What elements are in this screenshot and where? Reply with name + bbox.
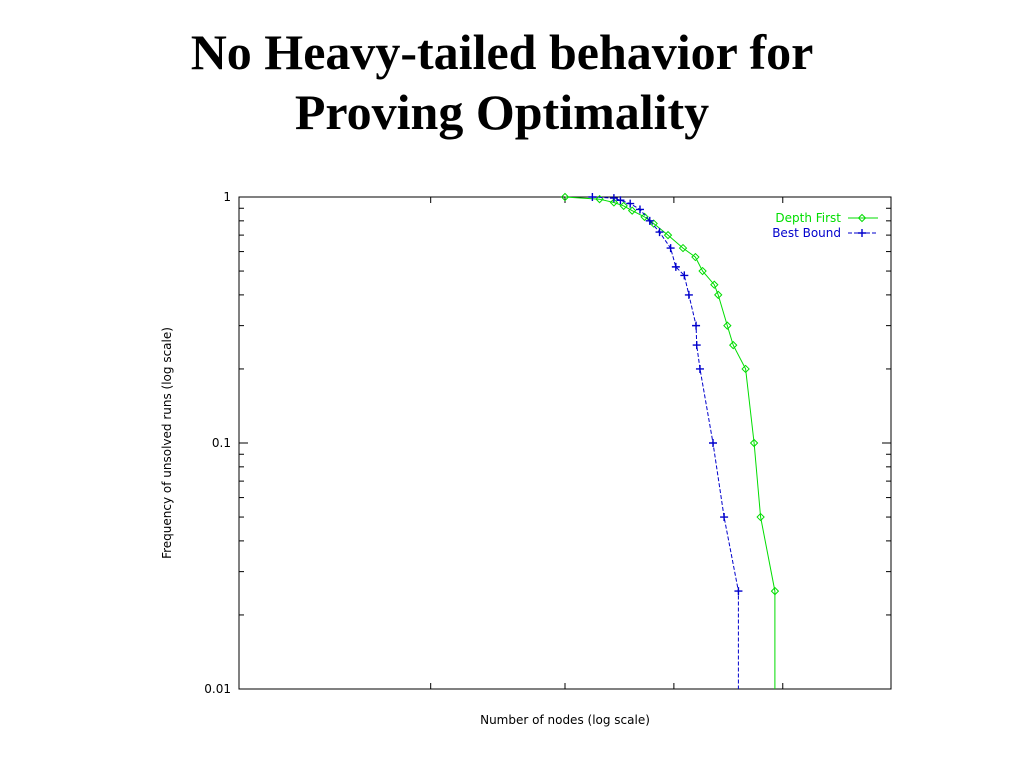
series-depth-first (560, 192, 780, 689)
y-tick-label: 0.01 (204, 682, 231, 696)
series-point (710, 280, 719, 289)
series-point (698, 266, 707, 276)
plot-frame (238, 196, 892, 690)
series-point (619, 201, 628, 211)
axis-ticks (238, 196, 892, 690)
series-point (714, 290, 723, 300)
slide-title-line-1: No Heavy-tailed behavior for (190, 24, 814, 80)
series-point (770, 586, 780, 596)
slide-title-line-2: Proving Optimality (294, 84, 710, 140)
series-layer (560, 192, 780, 689)
series-point (640, 212, 649, 222)
legend-label: Best Bound (772, 226, 841, 240)
series-point (609, 194, 618, 203)
y-axis-label: Frequency of unsolved runs (log scale) (160, 327, 174, 559)
series-point (627, 206, 637, 215)
series-point (691, 252, 700, 262)
series-best-bound (588, 193, 743, 689)
series-point (645, 216, 654, 225)
series-point (609, 198, 619, 207)
series-point (588, 193, 597, 201)
y-tick-label: 0.1 (212, 436, 231, 450)
series-line (564, 196, 776, 689)
series-point (560, 192, 570, 202)
series-point (626, 199, 635, 208)
series-point (635, 205, 644, 214)
series-point (595, 194, 604, 204)
series-point (678, 243, 688, 253)
series-point (655, 228, 664, 237)
series-point (709, 439, 718, 447)
series-point (741, 364, 750, 374)
series-point (671, 262, 680, 271)
series-point (720, 513, 729, 522)
series-point (692, 341, 701, 350)
legend-label: Depth First (775, 211, 841, 225)
y-tick-label: 1 (223, 190, 231, 204)
series-point (858, 229, 866, 237)
series-point (663, 230, 673, 240)
series-point (749, 438, 759, 448)
series-point (684, 290, 693, 299)
series-point (729, 340, 738, 350)
slide-title: No Heavy-tailed behavior for Proving Opt… (0, 22, 1004, 142)
x-axis-label: Number of nodes (log scale) (480, 713, 650, 727)
series-point (680, 271, 689, 280)
series-point (616, 196, 625, 205)
y-tick-labels: 1 0.1 0.01 (204, 190, 231, 696)
series-point (723, 321, 732, 330)
series-point (857, 213, 867, 223)
series-point (666, 244, 675, 253)
series-point (734, 587, 743, 596)
series-point (692, 321, 701, 330)
series-point (695, 364, 704, 373)
series-point (756, 512, 765, 522)
